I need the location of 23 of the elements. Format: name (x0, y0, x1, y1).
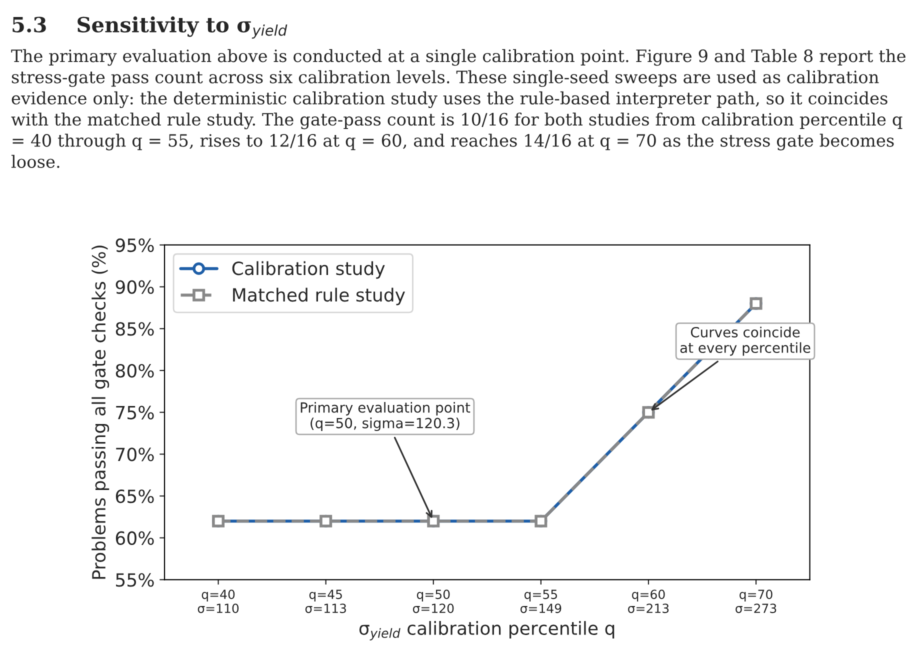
legend-label: Matched rule study (233, 288, 405, 306)
x-axis-title: σ$_{yield}$ calibration percentile q (359, 621, 614, 640)
x-tick-label: q=40 σ=110 (198, 590, 239, 614)
y-axis-title: Problems passing all gate checks (%) (92, 246, 110, 579)
x-tick-label: q=45 σ=113 (305, 590, 346, 614)
y-tick-label: 70% (116, 448, 154, 462)
y-tick-label: 85% (116, 322, 154, 336)
x-tick-label: q=60 σ=213 (628, 590, 669, 614)
annotation: Primary evaluation point (q=50, sigma=120.3) (300, 402, 470, 432)
x-tick-label: q=55 σ=149 (520, 590, 562, 614)
x-tick-label: q=50 σ=120 (412, 590, 454, 614)
y-tick-label: 80% (116, 364, 154, 378)
chart-title: 5.3 Sensitivity to σ$_{yield}$ (12, 16, 288, 39)
annotation: Curves coincide at every percentile (680, 326, 810, 356)
y-tick-label: 60% (116, 531, 154, 545)
x-tick-label: q=70 σ=273 (736, 590, 776, 614)
y-tick-label: 65% (116, 489, 154, 504)
y-tick-label: 75% (116, 406, 154, 420)
legend-label: Calibration study (232, 261, 385, 279)
chart-subtitle: The primary evaluation above is conducted at a single calibration point. Figure 9 and Table 8 report the stress-gate pass count across six calibration levels. These single-seed sweeps are used as calibration evidence only: the deterministic calibration study uses the rule-based interpreter path, so it coincides with the matched rule study. The gate-pass count is 10/16 for both studies from calibration percentile q = 40 through q = 55, rises to 12/16 at q = 60, and reaches 14/16 at q = 70 as the stress gate becomes loose. (11, 49, 906, 168)
y-tick-label: 95% (116, 238, 154, 252)
y-tick-label: 55% (116, 573, 154, 587)
y-tick-label: 90% (116, 280, 154, 294)
